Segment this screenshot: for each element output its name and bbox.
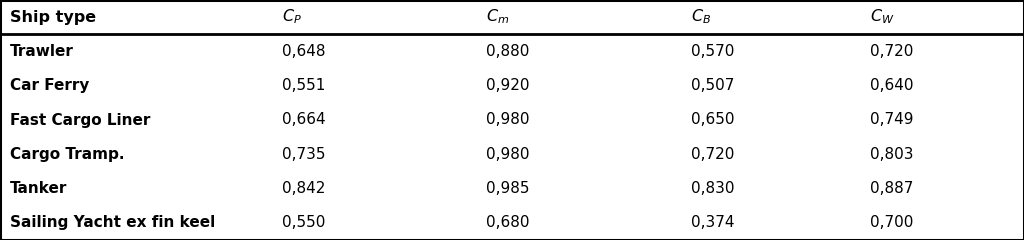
Bar (476, 0, 681, 34)
Text: 0,980: 0,980 (486, 113, 529, 127)
Text: 0,920: 0,920 (486, 78, 529, 93)
Text: $C_P$: $C_P$ (282, 8, 301, 26)
Text: Car Ferry: Car Ferry (10, 78, 90, 93)
Text: Cargo Tramp.: Cargo Tramp. (10, 147, 125, 162)
Bar (681, 0, 860, 34)
Bar (476, 206, 681, 240)
Text: 0,550: 0,550 (282, 215, 325, 230)
Text: 0,735: 0,735 (282, 147, 325, 162)
Text: 0,749: 0,749 (870, 113, 913, 127)
Text: 0,887: 0,887 (870, 181, 913, 196)
Bar (860, 69, 1024, 103)
Text: 0,720: 0,720 (691, 147, 734, 162)
Bar (476, 137, 681, 171)
Text: 0,640: 0,640 (870, 78, 913, 93)
Bar (0, 206, 271, 240)
Bar (0, 103, 271, 137)
Bar (860, 103, 1024, 137)
Text: 0,700: 0,700 (870, 215, 913, 230)
Bar (476, 171, 681, 206)
Text: 0,570: 0,570 (691, 44, 734, 59)
Text: 0,980: 0,980 (486, 147, 529, 162)
Bar (271, 0, 476, 34)
Bar (860, 34, 1024, 69)
Text: 0,551: 0,551 (282, 78, 325, 93)
Bar (476, 69, 681, 103)
Text: Sailing Yacht ex fin keel: Sailing Yacht ex fin keel (10, 215, 215, 230)
Bar (0, 34, 271, 69)
Bar (681, 103, 860, 137)
Bar (681, 206, 860, 240)
Bar (860, 171, 1024, 206)
Bar (0, 171, 271, 206)
Text: $C_m$: $C_m$ (486, 8, 510, 26)
Bar (681, 69, 860, 103)
Text: 0,985: 0,985 (486, 181, 529, 196)
Text: Ship type: Ship type (10, 10, 96, 25)
Bar (860, 0, 1024, 34)
Bar (860, 206, 1024, 240)
Bar (271, 69, 476, 103)
Text: 0,830: 0,830 (691, 181, 734, 196)
Text: 0,842: 0,842 (282, 181, 325, 196)
Bar (0, 137, 271, 171)
Text: 0,803: 0,803 (870, 147, 913, 162)
Text: 0,507: 0,507 (691, 78, 734, 93)
Text: Tanker: Tanker (10, 181, 68, 196)
Text: Trawler: Trawler (10, 44, 74, 59)
Bar (271, 171, 476, 206)
Bar (0, 69, 271, 103)
Bar (271, 34, 476, 69)
Text: 0,650: 0,650 (691, 113, 734, 127)
Text: 0,664: 0,664 (282, 113, 326, 127)
Bar (681, 171, 860, 206)
Bar (476, 34, 681, 69)
Bar (860, 137, 1024, 171)
Text: 0,880: 0,880 (486, 44, 529, 59)
Text: 0,720: 0,720 (870, 44, 913, 59)
Text: 0,648: 0,648 (282, 44, 325, 59)
Bar (271, 103, 476, 137)
Bar (681, 137, 860, 171)
Text: $C_B$: $C_B$ (691, 8, 712, 26)
Bar (681, 34, 860, 69)
Bar (271, 206, 476, 240)
Bar (0, 0, 271, 34)
Text: Fast Cargo Liner: Fast Cargo Liner (10, 113, 151, 127)
Bar (271, 137, 476, 171)
Text: 0,374: 0,374 (691, 215, 734, 230)
Bar (476, 103, 681, 137)
Text: $C_W$: $C_W$ (870, 8, 895, 26)
Text: 0,680: 0,680 (486, 215, 529, 230)
